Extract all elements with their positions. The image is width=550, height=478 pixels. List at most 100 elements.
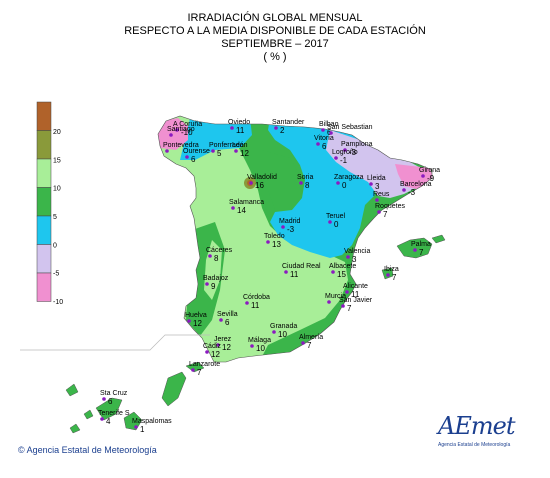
station-marker: [328, 220, 332, 224]
legend-tick-label: 10: [53, 186, 61, 193]
station-marker: [234, 149, 238, 153]
station-value: 7: [383, 210, 388, 219]
station-value: 6: [322, 142, 327, 151]
station-marker: [249, 181, 253, 185]
station-marker: [272, 330, 276, 334]
station-value: 9: [211, 282, 216, 291]
station-name: Girona: [419, 167, 440, 174]
station-name: Maspalomas: [132, 418, 172, 425]
station-marker: [191, 368, 195, 372]
station-name: Ibiza: [384, 266, 399, 273]
station-marker: [413, 248, 417, 252]
station-value: -10: [181, 128, 193, 137]
station-name: Pontevedra: [163, 142, 199, 149]
station-marker: [341, 304, 345, 308]
station-marker: [386, 273, 390, 277]
agency-credit: © Agencia Estatal de Meteorología: [18, 445, 157, 455]
menorca-island: [431, 234, 446, 244]
station-value: -3: [408, 188, 416, 197]
station-name: Huelva: [185, 312, 207, 319]
station-marker: [219, 318, 223, 322]
station-name: San Javier: [339, 297, 373, 304]
station-marker: [421, 174, 425, 178]
station-marker: [216, 343, 220, 347]
station-name: Granada: [270, 323, 297, 330]
station-name: Vitoria: [314, 135, 334, 142]
station-marker: [321, 128, 325, 132]
station-marker: [329, 131, 333, 135]
station-value: 14: [237, 206, 246, 215]
station-value: 16: [255, 181, 264, 190]
legend-swatch-6: [36, 272, 52, 302]
station-marker: [402, 188, 406, 192]
station-value: 11: [251, 301, 260, 310]
station-marker: [375, 198, 379, 202]
station-marker: [369, 182, 373, 186]
station-marker: [301, 341, 305, 345]
legend-tick-label: 5: [53, 214, 57, 221]
station-name: Barcelona: [400, 181, 432, 188]
station-name: Teruel: [326, 213, 346, 220]
station-name: Jerez: [214, 336, 232, 343]
station-marker: [208, 254, 212, 258]
station-marker: [299, 181, 303, 185]
station-value: 10: [256, 344, 265, 353]
station-name: Lanzarote: [189, 361, 220, 368]
station-value: 6: [225, 318, 230, 327]
station-value: 3: [375, 182, 380, 191]
station-marker: [185, 155, 189, 159]
station-marker: [187, 319, 191, 323]
station-marker: [211, 149, 215, 153]
station-name: A Coruña: [173, 121, 202, 128]
station-name: Albacete: [329, 263, 356, 270]
station-value: 7: [307, 341, 312, 350]
station-name: Bilbao: [319, 121, 339, 128]
stations: A Coruña-10SantiagoPontevedraOurense6Ovi…: [98, 119, 440, 434]
station-marker: [175, 128, 179, 132]
station-value: 7: [392, 273, 397, 282]
station-name: Alicante: [343, 283, 368, 290]
station-value: 0: [342, 181, 347, 190]
station-marker: [205, 282, 209, 286]
station-name: Santiago: [167, 126, 195, 133]
station-value: 7: [347, 304, 352, 313]
gran-canaria-island: [123, 411, 143, 431]
station-value: 4: [106, 417, 111, 426]
mallorca-island: [396, 237, 433, 259]
station-value: 12: [211, 350, 220, 359]
legend-tick-label: 0: [53, 242, 57, 249]
station-value: 11: [290, 270, 299, 279]
station-marker: [334, 156, 338, 160]
station-name: Soria: [297, 174, 313, 181]
legend-swatch-1: [36, 130, 52, 160]
station-marker: [100, 417, 104, 421]
station-name: Sevilla: [217, 311, 238, 318]
station-name: Lleida: [367, 175, 386, 182]
station-name: San Sebastian: [327, 124, 373, 131]
station-name: Cádiz: [203, 343, 221, 350]
title-line-2: RESPECTO A LA MEDIA DISPONIBLE DE CADA E…: [124, 25, 426, 37]
zone-below-minus5-east: [395, 164, 432, 190]
legend-swatch-4: [36, 215, 52, 245]
legend-tick-label: -5: [53, 271, 59, 278]
station-marker: [284, 270, 288, 274]
station-name: Málaga: [248, 337, 271, 344]
legend-swatch-0: [36, 101, 52, 131]
station-marker: [316, 142, 320, 146]
station-value: 10: [278, 330, 287, 339]
peninsula-outline: [157, 115, 433, 363]
station-value: 12: [222, 343, 231, 352]
canary-inset-frame: [20, 334, 210, 351]
station-value: 6: [191, 155, 196, 164]
station-name: Badajoz: [203, 275, 229, 282]
station-value: 12: [240, 149, 249, 158]
station-name: Almería: [299, 334, 323, 341]
station-name: Toledo: [264, 233, 285, 240]
title-line-3: SEPTIEMBRE – 2017: [221, 38, 329, 50]
legend-swatch-3: [36, 187, 52, 217]
station-value: 8: [305, 181, 310, 190]
station-name: Logroño: [332, 149, 358, 156]
station-value: 2: [280, 126, 285, 135]
station-name: Murcia: [325, 293, 346, 300]
station-name: Cáceres: [206, 247, 233, 254]
